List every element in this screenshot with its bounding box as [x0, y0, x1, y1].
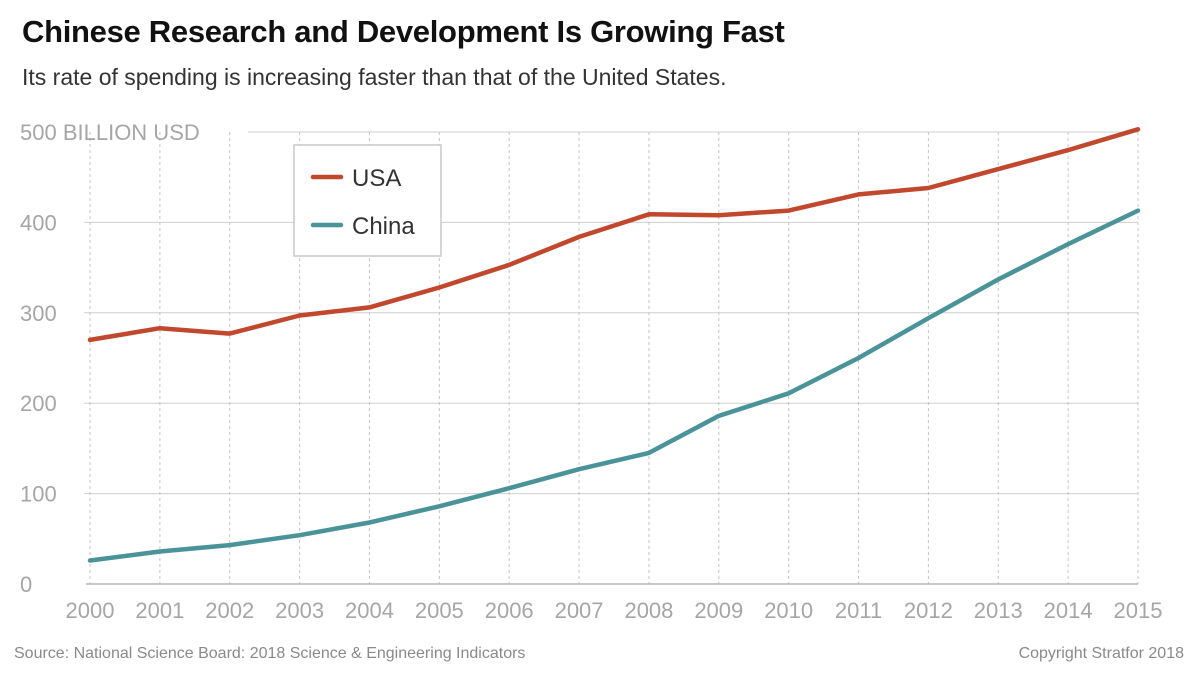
y-tick-label: 200 — [20, 391, 57, 416]
chart-subtitle: Its rate of spending is increasing faste… — [22, 64, 727, 90]
x-tick-label: 2005 — [415, 598, 464, 623]
x-tick-label: 2004 — [345, 598, 394, 623]
x-tick-label: 2001 — [135, 598, 184, 623]
x-tick-label: 2002 — [205, 598, 254, 623]
x-tick-label: 2015 — [1114, 598, 1163, 623]
x-tick-label: 2007 — [555, 598, 604, 623]
x-tick-label: 2000 — [66, 598, 115, 623]
legend-label-usa: USA — [352, 165, 401, 192]
y-tick-label: 300 — [20, 301, 57, 326]
x-tick-label: 2011 — [835, 598, 882, 623]
x-tick-label: 2006 — [485, 598, 534, 623]
x-tick-label: 2003 — [275, 598, 324, 623]
source-note: Source: National Science Board: 2018 Sci… — [14, 645, 526, 662]
grid — [84, 131, 1139, 584]
legend: USA China — [293, 144, 442, 257]
x-tick-label: 2009 — [694, 598, 743, 623]
series-line-usa — [87, 127, 1141, 343]
legend-box — [293, 144, 442, 257]
x-tick-label: 2008 — [624, 598, 673, 623]
series-line-china — [87, 208, 1141, 563]
y-tick-label: 100 — [20, 482, 57, 507]
copyright-note: Copyright Stratfor 2018 — [1018, 645, 1184, 662]
series-lines — [87, 127, 1141, 563]
y-tick-label: 500 BILLION USD — [20, 120, 200, 145]
y-tick-label: 0 — [20, 572, 32, 597]
x-tick-label: 2010 — [764, 598, 813, 623]
x-tick-label: 2013 — [974, 598, 1023, 623]
legend-label-china: China — [352, 213, 415, 240]
chart-title: Chinese Research and Development Is Grow… — [22, 14, 785, 49]
axes: 0 100 200 300 400 500 BILLION USD 2000 2001 2002… — [20, 120, 1162, 623]
y-tick-label: 400 — [20, 210, 57, 235]
x-tick-label: 2012 — [904, 598, 953, 623]
x-tick-label: 2014 — [1044, 598, 1093, 623]
